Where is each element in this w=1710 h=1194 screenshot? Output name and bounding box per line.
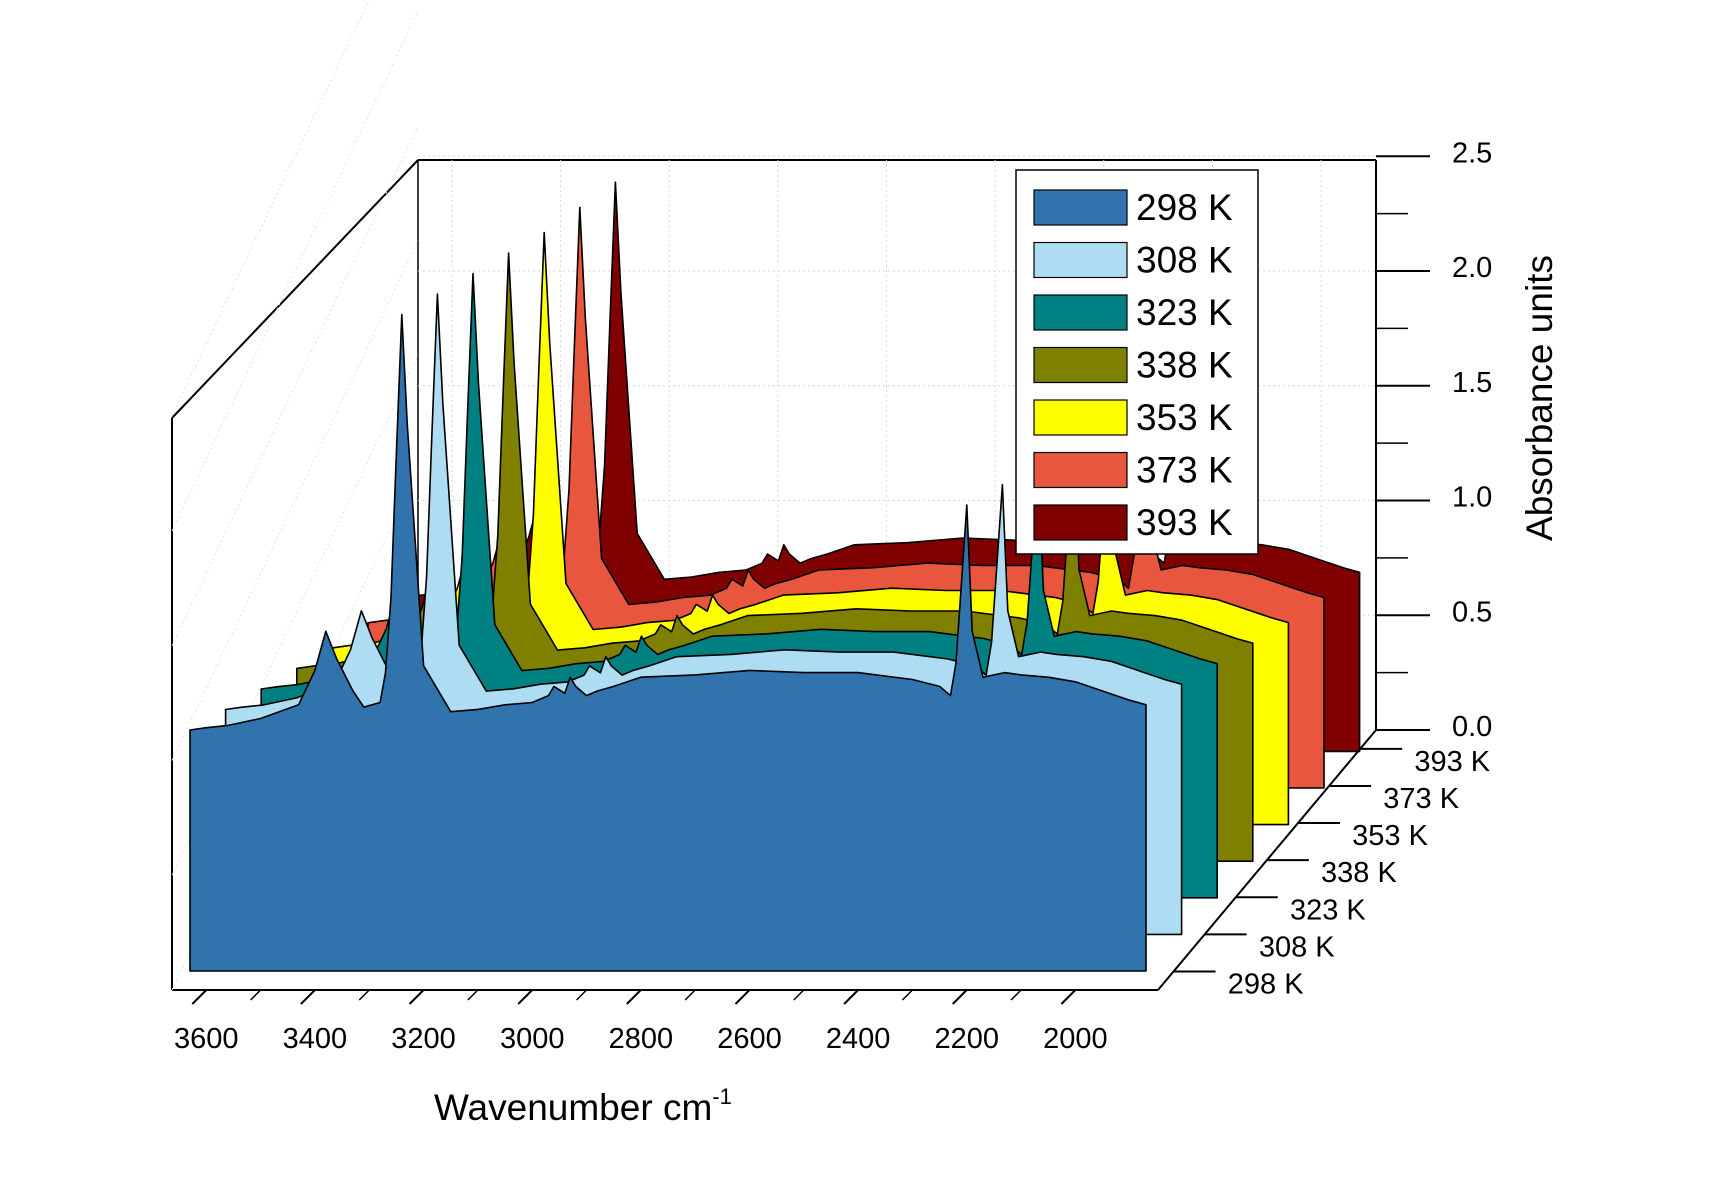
z-tick-label: 0.0 (1452, 711, 1492, 743)
z-tick-label: 2.0 (1452, 252, 1492, 284)
grid-line-side (171, 0, 370, 417)
x-tick-label: 3600 (174, 1023, 239, 1055)
z-axis-title: Absorbance units (1519, 255, 1560, 541)
x-tick-label: 2200 (934, 1023, 999, 1055)
x-minor-tick (793, 989, 805, 1001)
legend-swatch (1033, 399, 1128, 436)
x-tick (626, 989, 642, 1005)
series-ribbon-298k (189, 313, 1147, 972)
x-tick (300, 989, 316, 1005)
legend-label: 373 K (1136, 450, 1233, 491)
x-tick (191, 989, 208, 1005)
x-minor-tick (467, 989, 479, 1001)
x-tick-label: 2000 (1043, 1023, 1108, 1055)
legend-items: 298 K 308 K 323 K 338 K 353 K 373 K 393 K (1033, 187, 1233, 543)
x-tick (734, 989, 751, 1005)
x-tick-label: 3400 (283, 1023, 348, 1055)
depth-tick-label: 308 K (1259, 931, 1335, 963)
legend-label: 338 K (1136, 345, 1233, 386)
legend-label: 393 K (1136, 502, 1233, 543)
x-minor-tick (1010, 989, 1022, 1001)
legend-label: 308 K (1136, 240, 1233, 281)
x-tick (1060, 989, 1077, 1005)
legend-label: 298 K (1136, 187, 1233, 228)
legend-swatch (1033, 294, 1128, 331)
grid-line-side (171, 10, 419, 532)
x-tick (517, 989, 533, 1005)
legend-swatch (1033, 189, 1128, 226)
z-tick-label: 1.5 (1452, 367, 1492, 399)
x-tick (952, 989, 968, 1005)
z-tick-label: 1.0 (1452, 482, 1492, 514)
x-axis-title: Wavenumber cm-1 (434, 1084, 732, 1128)
x-minor-tick (575, 989, 588, 1001)
x-minor-tick (901, 989, 913, 1001)
depth-tick-label: 298 K (1228, 968, 1304, 1000)
depth-tick-label: 353 K (1352, 820, 1428, 852)
depth-tick-label: 338 K (1321, 857, 1397, 889)
spectra-series (189, 181, 1361, 972)
legend-swatch (1033, 504, 1128, 541)
x-axis-title-superscript: -1 (712, 1084, 732, 1109)
x-tick (408, 989, 425, 1005)
x-tick-label: 2400 (826, 1023, 891, 1055)
side-wall-top-edge (171, 159, 419, 419)
x-tick-label: 3000 (500, 1023, 565, 1055)
legend-swatch (1033, 241, 1128, 279)
x-tick (843, 989, 859, 1005)
x-minor-tick (250, 989, 262, 1001)
x-minor-tick (684, 989, 696, 1001)
depth-tick-label: 373 K (1383, 783, 1459, 815)
legend: 298 K 308 K 323 K 338 K 353 K 373 K 393 K (1015, 169, 1259, 555)
grid-line-side (171, 125, 419, 646)
x-tick-label: 2800 (609, 1023, 674, 1055)
x-axis-title-text: Wavenumber cm (434, 1087, 712, 1128)
legend-swatch (1033, 451, 1128, 489)
legend-label: 323 K (1136, 292, 1233, 333)
depth-tick-label: 323 K (1290, 894, 1366, 926)
z-tick-label: 2.5 (1452, 137, 1492, 169)
legend-swatch (1033, 346, 1128, 384)
z-tick-label: 0.5 (1452, 596, 1492, 628)
legend-label: 353 K (1136, 397, 1233, 438)
axes: 3600 3400 3200 3000 2800 2600 2400 2200 2000 0.0 0… (174, 137, 1492, 1055)
x-tick-label: 3200 (391, 1023, 456, 1055)
depth-tick-label: 393 K (1414, 746, 1490, 778)
chart-frame (171, 159, 1377, 991)
x-tick-label: 2600 (717, 1023, 782, 1055)
grid-line-side (171, 240, 419, 761)
x-minor-tick (358, 989, 370, 1001)
